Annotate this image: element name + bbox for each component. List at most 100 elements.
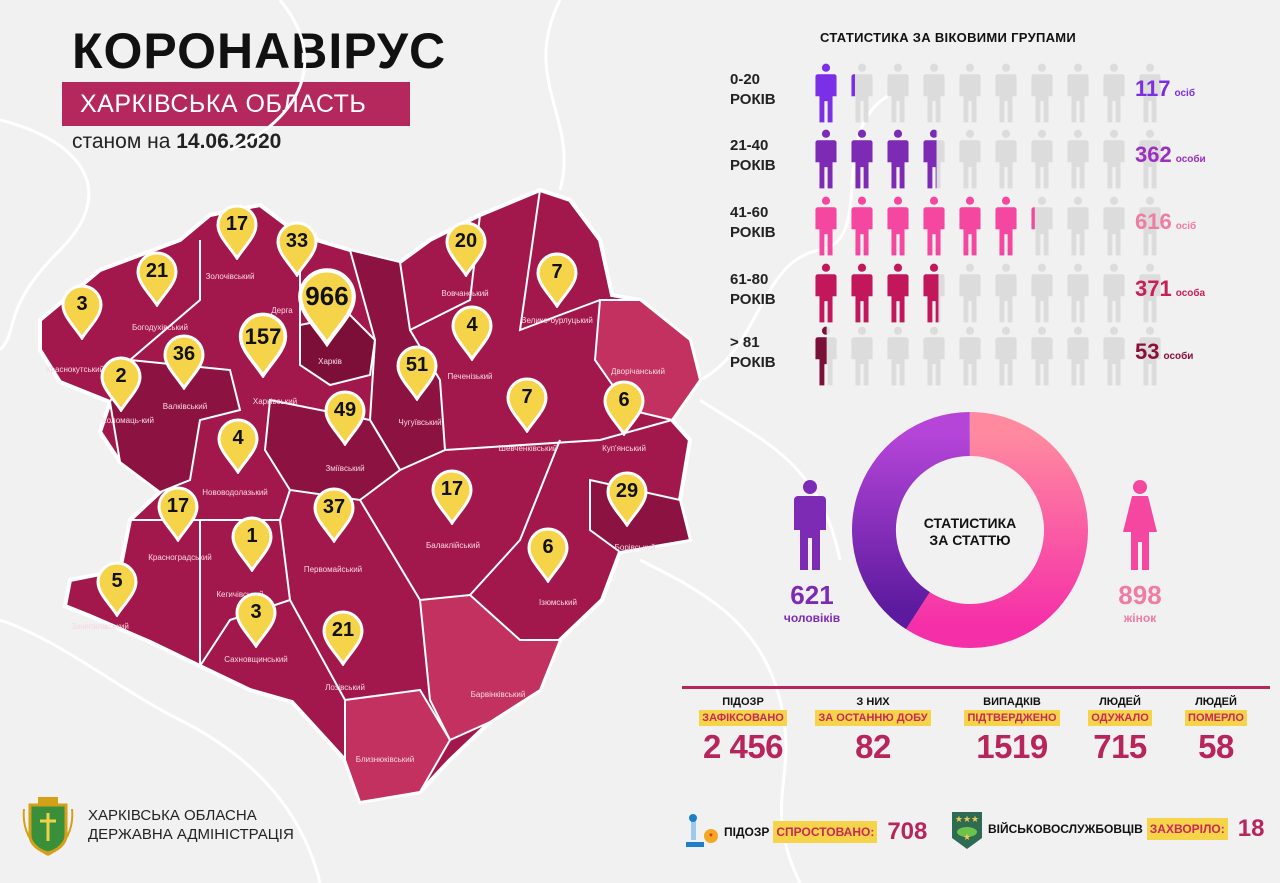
person-icon [887, 129, 909, 189]
map-pin-icon [163, 334, 205, 390]
district-label: Нововодолазький [202, 488, 268, 497]
person-icon [1031, 263, 1053, 323]
stat-highlight: ОДУЖАЛО [1088, 710, 1152, 726]
district-pin[interactable]: 4 [450, 305, 494, 361]
person-icon [887, 63, 909, 123]
person-icon [923, 326, 945, 386]
person-icon [1139, 63, 1161, 123]
donut-slice-women [906, 412, 1088, 648]
district-pin[interactable]: 157 [237, 312, 289, 378]
pictogram [814, 325, 1162, 387]
person-icon [1139, 129, 1161, 189]
region-banner: ХАРКІВСЬКА ОБЛАСТЬ [62, 82, 410, 126]
district-pin[interactable]: 17 [215, 204, 259, 260]
women-value: 898 [1118, 580, 1162, 610]
person-icon [1067, 196, 1089, 256]
person-icon [995, 129, 1017, 189]
women-label: жінок [1123, 611, 1157, 625]
map-pin-icon [157, 486, 199, 542]
district-pin[interactable]: 17 [156, 486, 200, 542]
age-count: 616 [1135, 209, 1172, 234]
pin-count: 1 [246, 525, 258, 547]
district-pin[interactable]: 7 [505, 377, 549, 433]
district-pin[interactable]: 20 [444, 221, 488, 277]
person-icon [887, 263, 909, 323]
district-pin[interactable]: 49 [323, 390, 367, 446]
district-pin[interactable]: 2 [99, 356, 143, 412]
district-pin[interactable]: 3 [234, 592, 278, 648]
age-count: 117 [1135, 76, 1171, 101]
district-pin[interactable]: 51 [395, 345, 439, 401]
age-unit: РОКІВ [730, 354, 776, 371]
age-count: 53 [1135, 339, 1160, 364]
person-icon [1031, 63, 1053, 123]
stat-highlight: ПОМЕРЛО [1185, 710, 1247, 726]
district-label: Зачепилівський [71, 622, 129, 631]
person-icon [959, 129, 981, 189]
district-pin[interactable]: 21 [321, 610, 365, 666]
person-icon [923, 263, 945, 323]
district-valkivskyi [108, 358, 242, 494]
pictogram [814, 62, 1162, 124]
person-icon [815, 326, 837, 386]
district-pin[interactable]: 33 [275, 221, 319, 277]
person-icon [1103, 129, 1125, 189]
gender-stats-title: СТАТИСТИКА ЗА СТАТТЮ [905, 515, 1035, 549]
stat-highlight: ЗА ОСТАННЮ ДОБУ [815, 710, 931, 726]
map-pin-icon [324, 390, 366, 446]
district-pin[interactable]: 966 [296, 267, 358, 347]
military-badge-icon: ★★★★ [952, 812, 982, 849]
person-icon [851, 129, 873, 189]
district-label: Красноградський [148, 553, 212, 562]
district-pin[interactable]: 1 [230, 516, 274, 572]
district-label: Харків [318, 357, 342, 366]
men-label: чоловіків [783, 611, 841, 625]
age-group-label: 61-80 РОКІВ [730, 270, 776, 310]
district-pin[interactable]: 4 [216, 418, 260, 474]
district-label: Харківський [252, 397, 298, 406]
military-label: ВІЙСЬКОВОСЛУЖБОВЦІВ [988, 822, 1143, 836]
organization-name: ХАРКІВСЬКА ОБЛАСНА ДЕРЖАВНА АДМІНІСТРАЦІЯ [88, 806, 294, 844]
map-pin-icon [527, 527, 569, 583]
age-group-row: > 81 РОКІВ 53 особи [730, 325, 1270, 387]
pin-count: 21 [331, 619, 355, 641]
pin-count: 17 [225, 213, 249, 235]
stat-top: ЛЮДЕЙ [1195, 696, 1237, 708]
district-pin[interactable]: 17 [430, 469, 474, 525]
map-pin-icon [606, 471, 648, 527]
person-icon [923, 63, 945, 123]
stat-value: 1519 [976, 728, 1048, 765]
person-icon [923, 129, 945, 189]
map-pin-icon [313, 487, 355, 543]
district-pin[interactable]: 21 [135, 251, 179, 307]
male-icon [794, 480, 826, 570]
district-label: Куп'янський [602, 444, 646, 453]
age-suffix: особи [1163, 351, 1194, 362]
stat-highlight: ЗАФІКСОВАНО [699, 710, 787, 726]
stat-confirmed: ВИПАДКІВ ПІДТВЕРДЖЕНО 1519 [952, 696, 1072, 766]
person-icon [995, 326, 1017, 386]
person-icon [815, 196, 837, 256]
person-icon [887, 196, 909, 256]
district-pin[interactable]: 5 [95, 561, 139, 617]
age-range: 61-80 [730, 271, 769, 288]
pin-count: 17 [166, 495, 190, 517]
district-label: Богодухівський [132, 323, 188, 332]
district-pin[interactable]: 7 [535, 252, 579, 308]
district-pin[interactable]: 3 [60, 284, 104, 340]
district-pin[interactable]: 6 [602, 380, 646, 436]
map-pin-icon [217, 418, 259, 474]
map-pin-icon [238, 312, 288, 378]
person-icon [959, 263, 981, 323]
refuted-highlight: СПРОСТОВАНО: [773, 821, 878, 843]
district-pin[interactable]: 6 [526, 527, 570, 583]
district-label: Шевченківський [498, 444, 558, 453]
pin-count: 36 [172, 343, 196, 365]
district-pin[interactable]: 37 [312, 487, 356, 543]
district-pin[interactable]: 29 [605, 471, 649, 527]
pin-count: 3 [76, 293, 88, 315]
pin-count: 2 [115, 365, 127, 387]
gender-title-line2: ЗА СТАТТЮ [929, 532, 1011, 548]
district-pin[interactable]: 36 [162, 334, 206, 390]
district-label: Чугуївський [398, 418, 442, 427]
